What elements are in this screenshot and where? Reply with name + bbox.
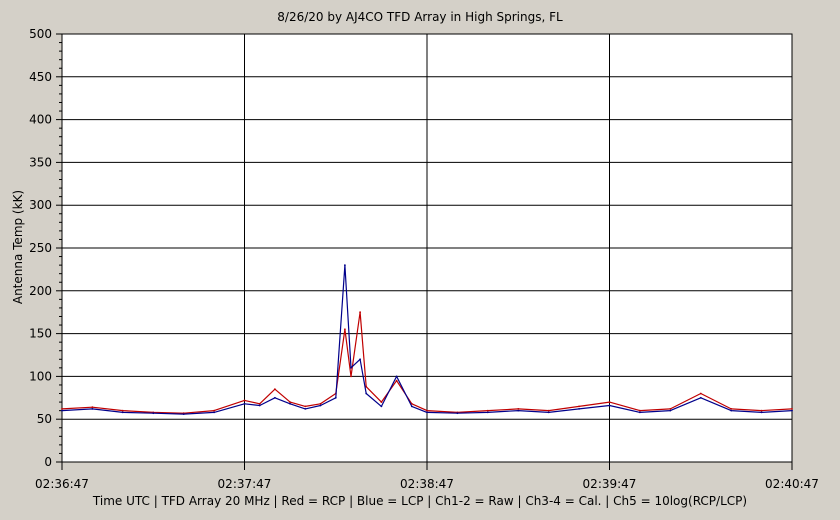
data-point-lcp	[365, 392, 368, 395]
y-tick-label: 150	[29, 327, 52, 341]
grid-lines	[62, 34, 792, 462]
chart-title: 8/26/20 by AJ4CO TFD Array in High Sprin…	[277, 10, 563, 24]
x-tick-label: 02:36:47	[35, 477, 89, 491]
y-tick-label: 100	[29, 369, 52, 383]
data-point-lcp	[319, 404, 322, 407]
x-tick-label: 02:40:47	[765, 477, 819, 491]
x-tick-label: 02:39:47	[583, 477, 637, 491]
x-axis-label: Time UTC | TFD Array 20 MHz | Red = RCP …	[92, 494, 748, 508]
data-point-rcp	[91, 406, 94, 409]
y-tick-label: 200	[29, 284, 52, 298]
x-tick-label: 02:37:47	[218, 477, 272, 491]
data-point-lcp	[359, 358, 361, 361]
data-point-rcp	[350, 375, 352, 378]
data-point-lcp	[426, 411, 428, 414]
data-point-lcp	[669, 409, 672, 412]
data-point-lcp	[410, 405, 413, 408]
data-point-lcp	[456, 412, 459, 415]
y-axis-label: Antenna Temp (kK)	[11, 189, 25, 305]
y-tick-label: 350	[29, 155, 52, 169]
y-tick-label: 500	[29, 27, 52, 41]
y-tick-label: 250	[29, 241, 52, 255]
y-tick-label: 50	[37, 412, 52, 426]
data-point-lcp	[91, 408, 94, 410]
data-point-lcp	[182, 413, 185, 415]
series-group	[61, 264, 793, 415]
data-point-lcp	[395, 375, 398, 378]
data-point-lcp	[304, 408, 307, 410]
data-point-rcp	[359, 311, 361, 314]
data-point-rcp	[61, 408, 63, 410]
data-point-lcp	[350, 366, 352, 369]
data-point-rcp	[365, 385, 368, 388]
data-point-rcp	[121, 409, 124, 412]
y-tick-label: 400	[29, 113, 52, 127]
data-point-lcp	[639, 411, 641, 414]
data-point-lcp	[608, 404, 611, 407]
data-point-lcp	[699, 396, 702, 399]
data-point-lcp	[152, 412, 155, 415]
data-point-lcp	[730, 409, 733, 412]
x-tick-label: 02:38:47	[400, 477, 454, 491]
data-point-rcp	[547, 409, 550, 412]
data-point-rcp	[289, 401, 291, 403]
data-point-rcp	[699, 392, 702, 395]
data-point-rcp	[304, 405, 307, 408]
data-point-lcp	[380, 405, 383, 408]
data-point-rcp	[608, 401, 611, 403]
data-point-lcp	[61, 409, 63, 412]
y-tick-label: 450	[29, 70, 52, 84]
data-point-lcp	[121, 411, 124, 414]
y-tick-label: 300	[29, 198, 52, 212]
data-point-rcp	[730, 408, 733, 410]
y-axis: 0 50 100 150 200 250 300 350 400 450 500	[29, 27, 62, 469]
data-point-rcp	[258, 402, 261, 405]
data-point-lcp	[258, 404, 261, 407]
data-point-lcp	[517, 409, 520, 412]
data-point-lcp	[760, 411, 763, 414]
data-point-rcp	[426, 409, 428, 412]
data-point-rcp	[669, 408, 672, 410]
data-point-rcp	[395, 379, 398, 382]
data-point-rcp	[486, 409, 489, 412]
data-point-rcp	[578, 405, 580, 408]
data-point-rcp	[319, 402, 322, 405]
data-point-lcp	[274, 396, 276, 399]
y-tick-label: 0	[44, 455, 52, 469]
data-point-rcp	[760, 409, 763, 412]
data-point-lcp	[213, 411, 216, 414]
data-point-rcp	[791, 408, 793, 410]
data-point-lcp	[344, 264, 346, 266]
x-axis: 02:36:47 02:37:47 02:38:47 02:39:47 02:40:47	[35, 462, 819, 491]
data-point-lcp	[791, 409, 793, 412]
data-point-lcp	[334, 396, 337, 399]
data-point-rcp	[517, 408, 520, 410]
data-point-lcp	[243, 402, 246, 405]
data-point-rcp	[344, 328, 346, 331]
data-point-rcp	[380, 401, 383, 403]
data-point-rcp	[639, 409, 641, 412]
data-point-lcp	[547, 411, 550, 414]
data-point-lcp	[289, 402, 291, 405]
data-point-lcp	[578, 408, 580, 410]
data-point-lcp	[486, 411, 489, 414]
data-point-rcp	[213, 409, 216, 412]
data-point-rcp	[274, 388, 276, 391]
data-point-rcp	[243, 399, 246, 402]
